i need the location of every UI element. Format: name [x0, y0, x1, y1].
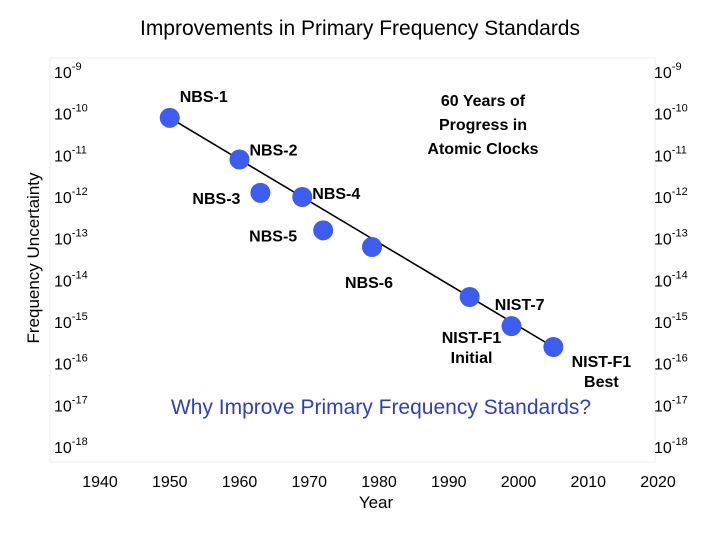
- point-label: NIST-7: [495, 297, 545, 314]
- point-label: NBS-3: [192, 191, 240, 208]
- y-tick-label-right: 10-12: [654, 186, 688, 207]
- data-point: [313, 220, 334, 241]
- x-tick-label: 1970: [291, 474, 327, 491]
- data-point: [543, 337, 564, 357]
- y-tick-label-right: 10-16: [654, 353, 688, 374]
- x-tick-label: 1950: [152, 474, 188, 491]
- data-point: [501, 316, 522, 337]
- chart-title: Improvements in Primary Frequency Standa…: [140, 17, 580, 40]
- progress-annotation: 60 Years of Progress in Atomic Clocks: [427, 93, 538, 158]
- point-label: NIST-F1 Initial: [442, 330, 502, 367]
- point-label: NBS-5: [249, 228, 297, 245]
- data-point: [459, 287, 480, 307]
- y-tick-label-left: 10-9: [54, 61, 82, 82]
- x-tick-label: 1990: [431, 474, 467, 491]
- x-tick-label: 2000: [501, 474, 537, 491]
- x-tick-label: 1960: [222, 474, 258, 491]
- x-tick-label: 2020: [640, 474, 676, 491]
- data-point: [229, 149, 250, 170]
- y-tick-label-right: 10-18: [654, 436, 688, 457]
- data-point: [362, 237, 383, 257]
- point-label: NBS-6: [345, 275, 393, 292]
- point-labels: NBS-1 NBS-2 NBS-3 NBS-4 NBS-5 NBS-6 NIST-7 NIST…: [180, 89, 632, 391]
- x-tick-label: 1940: [82, 474, 118, 491]
- y-tick-label-right: 10-14: [654, 269, 688, 290]
- y-axis-label: Frequency Uncertainty: [24, 172, 43, 344]
- y-tick-label-left: 10-17: [54, 394, 88, 415]
- y-tick-label-right: 10-17: [654, 394, 688, 415]
- y-tick-label-right: 10-10: [654, 103, 688, 124]
- x-tick-label: 1980: [361, 474, 397, 491]
- data-point: [292, 187, 313, 207]
- y-tick-label-right: 10-9: [654, 61, 682, 82]
- y-tick-label-right: 10-15: [654, 311, 688, 332]
- point-label: NBS-4: [312, 186, 360, 203]
- question-annotation: Why Improve Primary Frequency Standards?: [171, 396, 591, 419]
- y-tick-label-left: 10-11: [54, 144, 87, 165]
- data-points: [159, 107, 564, 357]
- point-label: NIST-F1 Best: [572, 354, 632, 391]
- y-tick-label-right: 10-13: [654, 228, 688, 249]
- axis-ticks: 1940 1950 1960 1970 1980 1990 2000 2010 2020 10-9…: [54, 61, 688, 491]
- y-tick-label-left: 10-10: [54, 103, 88, 124]
- annotations: 60 Years of Progress in Atomic Clocks Why I…: [171, 93, 591, 419]
- point-label: NBS-1: [180, 89, 228, 106]
- x-tick-label: 2010: [570, 474, 606, 491]
- y-tick-label-left: 10-15: [54, 311, 88, 332]
- x-axis-label: Year: [359, 493, 394, 512]
- y-tick-label-right: 10-11: [654, 144, 687, 165]
- data-point: [159, 107, 180, 128]
- y-tick-label-left: 10-18: [54, 436, 88, 457]
- point-label: NBS-2: [249, 143, 297, 160]
- y-tick-label-left: 10-12: [54, 186, 88, 207]
- y-tick-label-left: 10-13: [54, 228, 88, 249]
- plot-frame: [49, 57, 656, 463]
- y-tick-label-left: 10-16: [54, 353, 88, 374]
- y-tick-label-left: 10-14: [54, 269, 88, 290]
- data-point: [250, 182, 271, 203]
